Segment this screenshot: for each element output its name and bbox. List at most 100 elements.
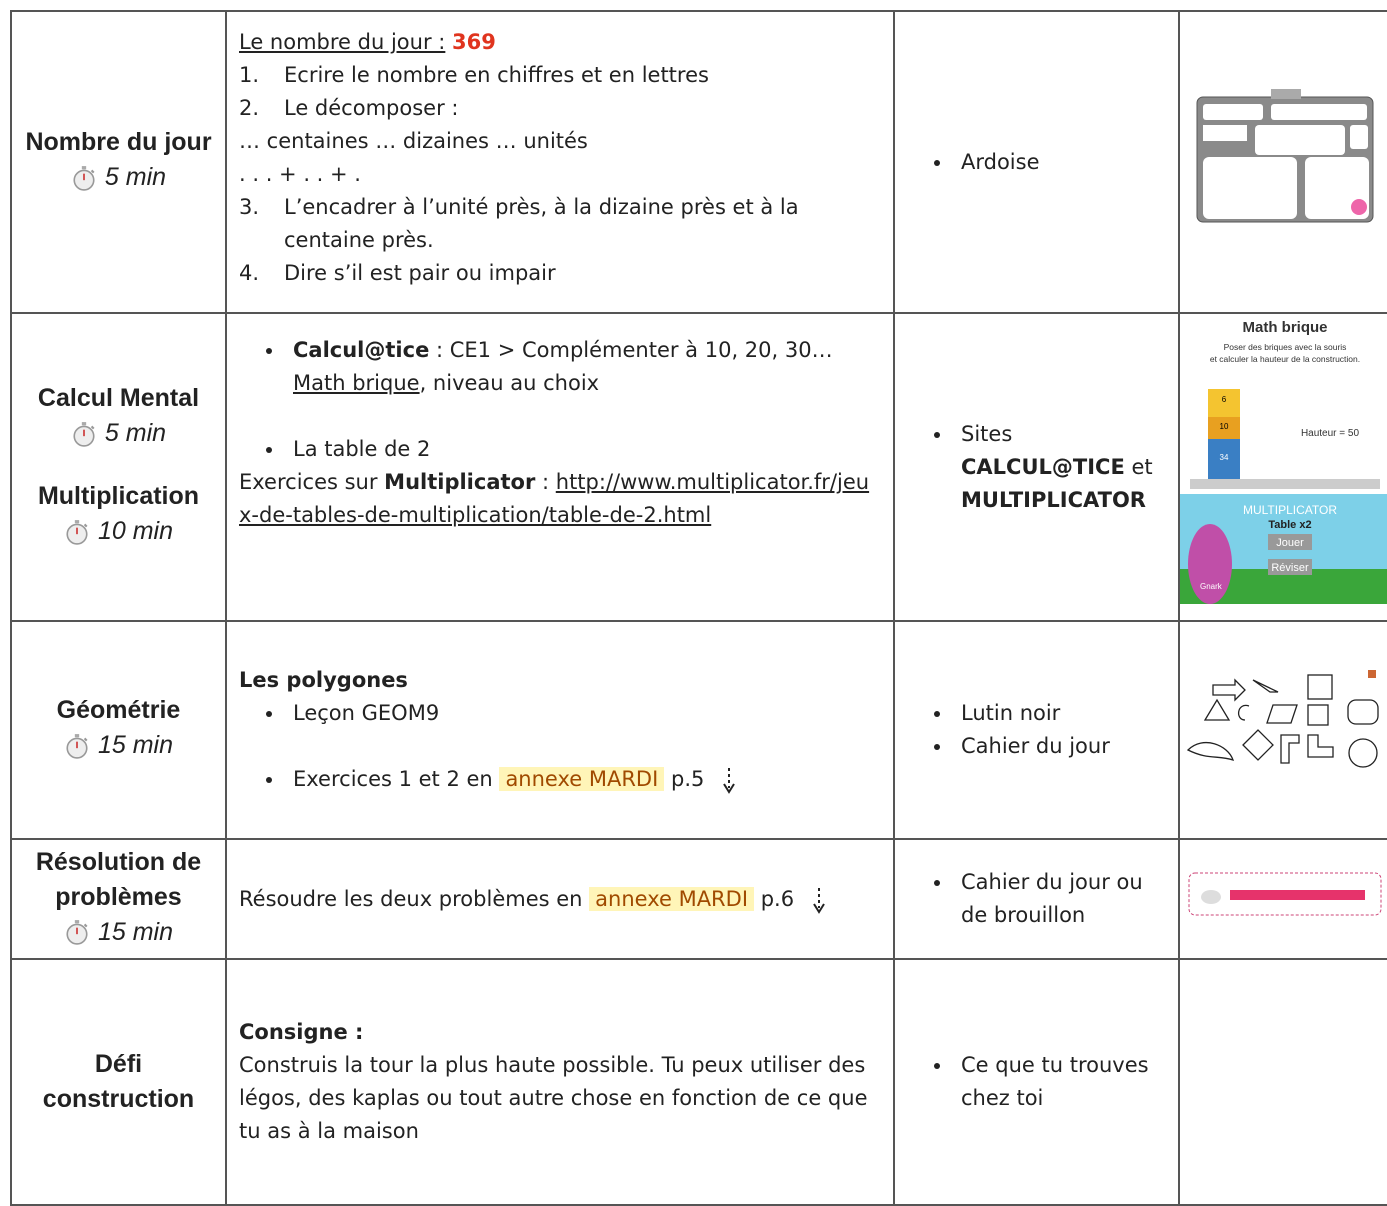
arrow-icon	[722, 766, 736, 794]
line: … centaines … dizaines … unités	[239, 125, 881, 158]
shapes-image	[1183, 665, 1387, 785]
text: :	[535, 470, 555, 494]
material-list: Ce que tu trouves chez toi	[907, 1049, 1166, 1115]
activity-cell: Nombre du jour 5 min	[11, 11, 226, 313]
activity-cell: Calcul Mental 5 min Multiplication 10 mi…	[11, 313, 226, 621]
text: Construis la tour la plus haute possible…	[239, 1049, 881, 1148]
row: Calcul Mental 5 min Multiplication 10 mi…	[11, 313, 1387, 621]
image-cell	[1179, 621, 1387, 839]
timer-icon	[71, 165, 97, 191]
material: Lutin noir	[953, 697, 1166, 730]
marker: 2.	[239, 92, 284, 125]
text: Sites	[961, 422, 1012, 446]
step-text: Ecrire le nombre en chiffres et en lettr…	[284, 59, 709, 92]
timer-icon	[64, 519, 90, 545]
content-list: Leçon GEOM9 Exercices 1 et 2 en annexe M…	[239, 697, 881, 796]
image-title: Math brique	[1243, 319, 1328, 336]
heading: Le nombre du jour : 369	[239, 26, 881, 59]
text: Résoudre les deux problèmes en	[239, 887, 582, 911]
image-text: Réviser	[1271, 562, 1309, 574]
step-text: L’encadrer à l’unité près, à la dizaine …	[284, 191, 881, 257]
item: Exercices 1 et 2 en annexe MARDI p.5	[285, 763, 881, 796]
duration-text: 5 min	[105, 160, 166, 195]
link[interactable]: Math brique	[293, 371, 420, 395]
material: Cahier du jour ou de brouillon	[953, 866, 1166, 932]
content-cell: Les polygones Leçon GEOM9 Exercices 1 et…	[226, 621, 894, 839]
schedule-table: Nombre du jour 5 min Le nombre du jour :…	[10, 10, 1387, 1206]
image-text: Jouer	[1276, 537, 1304, 549]
content-cell: Consigne : Construis la tour la plus hau…	[226, 959, 894, 1205]
image-text: MULTIPLICATOR	[1243, 503, 1337, 517]
bold: Multiplicator	[384, 470, 535, 494]
activity: Résolution de problèmes	[18, 845, 219, 915]
duration-text: 10 min	[98, 514, 173, 549]
material: Ardoise	[953, 146, 1166, 179]
highlight[interactable]: annexe MARDI	[499, 767, 664, 791]
material-cell: Ardoise	[894, 11, 1179, 313]
bold: MULTIPLICATOR	[961, 488, 1146, 512]
duration: 5 min	[18, 160, 219, 195]
material-cell: Cahier du jour ou de brouillon	[894, 839, 1179, 959]
image-text: Gnark	[1200, 582, 1223, 591]
marker: 4.	[239, 257, 284, 290]
content-list: Calcul@tice : CE1 > Complémenter à 10, 2…	[239, 334, 881, 466]
image-text: Hauteur = 50	[1301, 428, 1360, 439]
image-text: 6	[1222, 395, 1227, 404]
material-cell: Lutin noirCahier du jour	[894, 621, 1179, 839]
row: Nombre du jour 5 min Le nombre du jour :…	[11, 11, 1387, 313]
image-cell	[1179, 11, 1387, 313]
material: Sites CALCUL@TICE et MULTIPLICATOR	[953, 418, 1166, 517]
image-text: Poser des briques avec la souris	[1224, 342, 1347, 352]
marker: 1.	[239, 59, 284, 92]
activity-cell: Résolution de problèmes 15 min	[11, 839, 226, 959]
bold: CALCUL@TICE	[961, 455, 1125, 479]
number: 369	[452, 30, 496, 54]
activity-cell: Défi construction	[11, 959, 226, 1205]
activity: Nombre du jour	[18, 125, 219, 160]
step: 2.Le décomposer :	[239, 92, 881, 125]
heading: Les polygones	[239, 664, 881, 697]
material: Ce que tu trouves chez toi	[953, 1049, 1166, 1115]
image-text: 10	[1220, 422, 1229, 431]
timer-icon	[64, 919, 90, 945]
highlight[interactable]: annexe MARDI	[589, 887, 754, 911]
duration: 5 min	[18, 416, 219, 451]
item: Calcul@tice : CE1 > Complémenter à 10, 2…	[285, 334, 881, 400]
duration-text: 15 min	[98, 915, 173, 950]
material: Cahier du jour	[953, 730, 1166, 763]
row: Géométrie 15 min Les polygones Leçon GEO…	[11, 621, 1387, 839]
marker: 3.	[239, 191, 284, 257]
activity: Défi construction	[18, 1047, 219, 1117]
image-text: et calculer la hauteur de la constructio…	[1210, 354, 1360, 364]
arrow-icon	[812, 886, 826, 914]
duration: 15 min	[18, 728, 219, 763]
image-cell	[1179, 959, 1387, 1205]
step-text: Le décomposer :	[284, 92, 458, 125]
item: Leçon GEOM9	[285, 697, 881, 730]
material-cell: Ce que tu trouves chez toi	[894, 959, 1179, 1205]
heading: Consigne :	[239, 1016, 881, 1049]
item: La table de 2	[285, 433, 881, 466]
activity: Calcul Mental	[18, 381, 219, 416]
step: 4.Dire s’il est pair ou impair	[239, 257, 881, 290]
exercise: Exercices sur Multiplicator : http://www…	[239, 466, 881, 532]
text: Exercices sur	[239, 470, 384, 494]
row: Défi construction Consigne : Construis l…	[11, 959, 1387, 1205]
timer-icon	[64, 733, 90, 759]
image-text: 34	[1220, 453, 1229, 462]
text: et	[1131, 455, 1152, 479]
material-list: Cahier du jour ou de brouillon	[907, 866, 1166, 932]
bold: Calcul@tice	[293, 338, 429, 362]
duration: 15 min	[18, 915, 219, 950]
activity: Multiplication	[18, 479, 219, 514]
timer-icon	[71, 421, 97, 447]
content-cell: Le nombre du jour : 369 1.Ecrire le nomb…	[226, 11, 894, 313]
image-text: Table x2	[1268, 519, 1311, 531]
activity: Géométrie	[18, 693, 219, 728]
image-cell	[1179, 839, 1387, 959]
step-text: Dire s’il est pair ou impair	[284, 257, 556, 290]
text: : CE1 > Complémenter à 10, 20, 30…	[429, 338, 832, 362]
text: , niveau au choix	[420, 371, 600, 395]
problem-image	[1185, 869, 1385, 919]
